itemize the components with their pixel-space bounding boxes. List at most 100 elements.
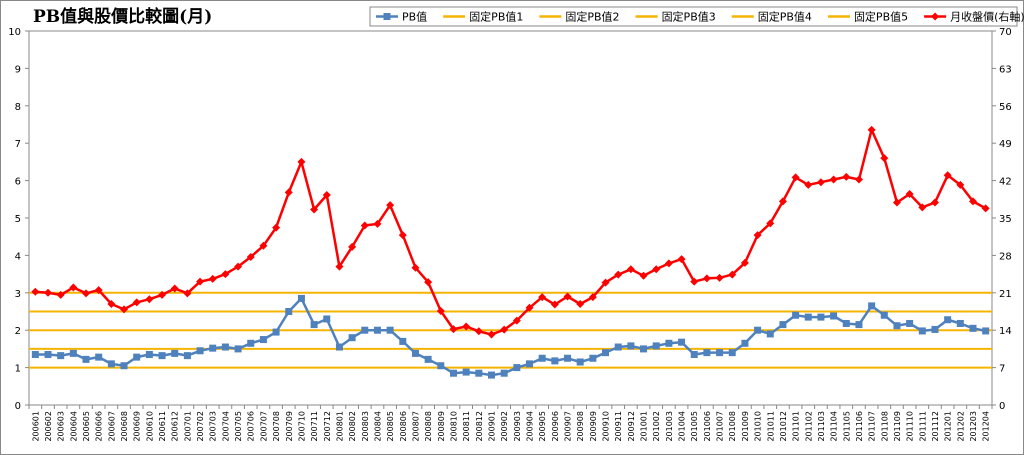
x-tick-label: 201111	[918, 411, 927, 442]
x-tick-label: 201202	[956, 411, 965, 442]
x-tick-label: 200603	[57, 411, 66, 442]
x-tick-label: 201105	[842, 411, 851, 442]
y-right-tick-label: 28	[999, 251, 1012, 262]
x-tick-label: 200707	[259, 411, 268, 442]
legend-box	[369, 6, 1018, 27]
x-tick-label: 200807	[411, 411, 420, 442]
price-point	[512, 316, 521, 325]
pb-point	[500, 369, 508, 377]
x-tick-label: 201108	[880, 411, 889, 442]
price-point	[120, 305, 129, 314]
price-point	[424, 278, 433, 287]
price-point	[44, 288, 53, 297]
pb-point	[373, 326, 381, 334]
x-tick-label: 200802	[348, 411, 357, 442]
legend-label: 固定PB值5	[854, 10, 908, 24]
price-point	[411, 263, 420, 272]
price-point	[943, 171, 952, 180]
y-right-tick-label: 7	[999, 364, 1005, 375]
pb-point	[969, 324, 977, 332]
legend: PB值 固定PB值1 固定PB值2 固定PB值3 固定PB值4 固定PB值5 月收盤價(右軸…	[369, 6, 1024, 27]
x-tick-label: 200808	[424, 411, 433, 442]
price-point	[284, 188, 293, 197]
price-line	[35, 128, 987, 336]
pb-point	[399, 337, 407, 345]
price-point	[588, 293, 597, 302]
y-right-tick-label: 35	[999, 214, 1012, 225]
pb-point	[665, 339, 673, 347]
pb-point	[564, 354, 572, 362]
pb-point	[779, 321, 787, 329]
pb-point	[462, 368, 470, 376]
price-point	[360, 221, 369, 230]
pb-point	[640, 345, 648, 353]
price-point	[576, 300, 585, 309]
pb-point	[209, 344, 217, 352]
x-tick-label: 201008	[728, 411, 737, 442]
pb-point	[259, 336, 267, 344]
price-point	[259, 241, 268, 250]
x-tick-label: 200602	[44, 411, 53, 442]
pb-point	[183, 352, 191, 360]
x-tick-label: 200803	[361, 411, 370, 442]
x-tick-label: 200902	[500, 411, 509, 442]
x-tick-label: 200806	[399, 411, 408, 442]
price-point	[867, 125, 876, 134]
y-right-tick-label: 49	[999, 139, 1012, 150]
price-point	[56, 290, 65, 299]
price-point	[348, 242, 357, 251]
pb-point	[196, 347, 204, 355]
x-tick-label: 201011	[766, 411, 775, 442]
price-point	[474, 327, 483, 336]
price-point	[500, 325, 509, 334]
x-tick-label: 200804	[373, 411, 382, 442]
pb-point	[880, 311, 888, 319]
x-tick-label: 200709	[285, 411, 294, 442]
y-right-tick-label: 56	[999, 102, 1012, 113]
y-right-tick-label: 70	[999, 27, 1012, 38]
x-tick-label: 200702	[196, 411, 205, 442]
pb-point	[297, 294, 305, 302]
price-point	[652, 265, 661, 274]
price-point	[449, 325, 458, 334]
pb-point	[221, 343, 229, 351]
pb-point	[449, 369, 457, 377]
x-tick-label: 200911	[614, 411, 623, 442]
price-point	[918, 203, 927, 212]
price-point	[690, 277, 699, 286]
price-point	[639, 271, 648, 280]
price-point	[766, 219, 775, 228]
x-tick-label: 200801	[335, 411, 344, 442]
price-point	[791, 173, 800, 182]
pb-point	[652, 342, 660, 350]
x-tick-label: 200903	[513, 411, 522, 442]
pb-point	[95, 353, 103, 361]
pb-point	[310, 321, 318, 329]
price-point	[132, 298, 141, 307]
price-point	[462, 322, 471, 331]
price-point	[335, 262, 344, 271]
price-point	[816, 178, 825, 187]
pb-point	[323, 315, 331, 323]
x-tick-label: 200810	[449, 411, 458, 442]
pb-point	[627, 342, 635, 350]
price-point	[804, 180, 813, 189]
price-point	[436, 306, 445, 315]
x-tick-label: 200906	[551, 411, 560, 442]
x-tick-label: 200610	[145, 411, 154, 442]
x-tick-label: 200811	[462, 411, 471, 442]
x-tick-label: 201009	[741, 411, 750, 442]
price-point	[905, 189, 914, 198]
x-tick-label: 201102	[804, 411, 813, 442]
pb-point	[766, 330, 774, 338]
x-tick-label: 200710	[297, 411, 306, 442]
price-point	[664, 259, 673, 268]
pb-point	[602, 349, 610, 357]
price-point	[525, 303, 534, 312]
pb-point	[57, 352, 65, 360]
pb-point	[804, 313, 812, 321]
x-tick-label: 200612	[171, 411, 180, 442]
price-point	[322, 191, 331, 200]
price-point	[221, 270, 230, 279]
